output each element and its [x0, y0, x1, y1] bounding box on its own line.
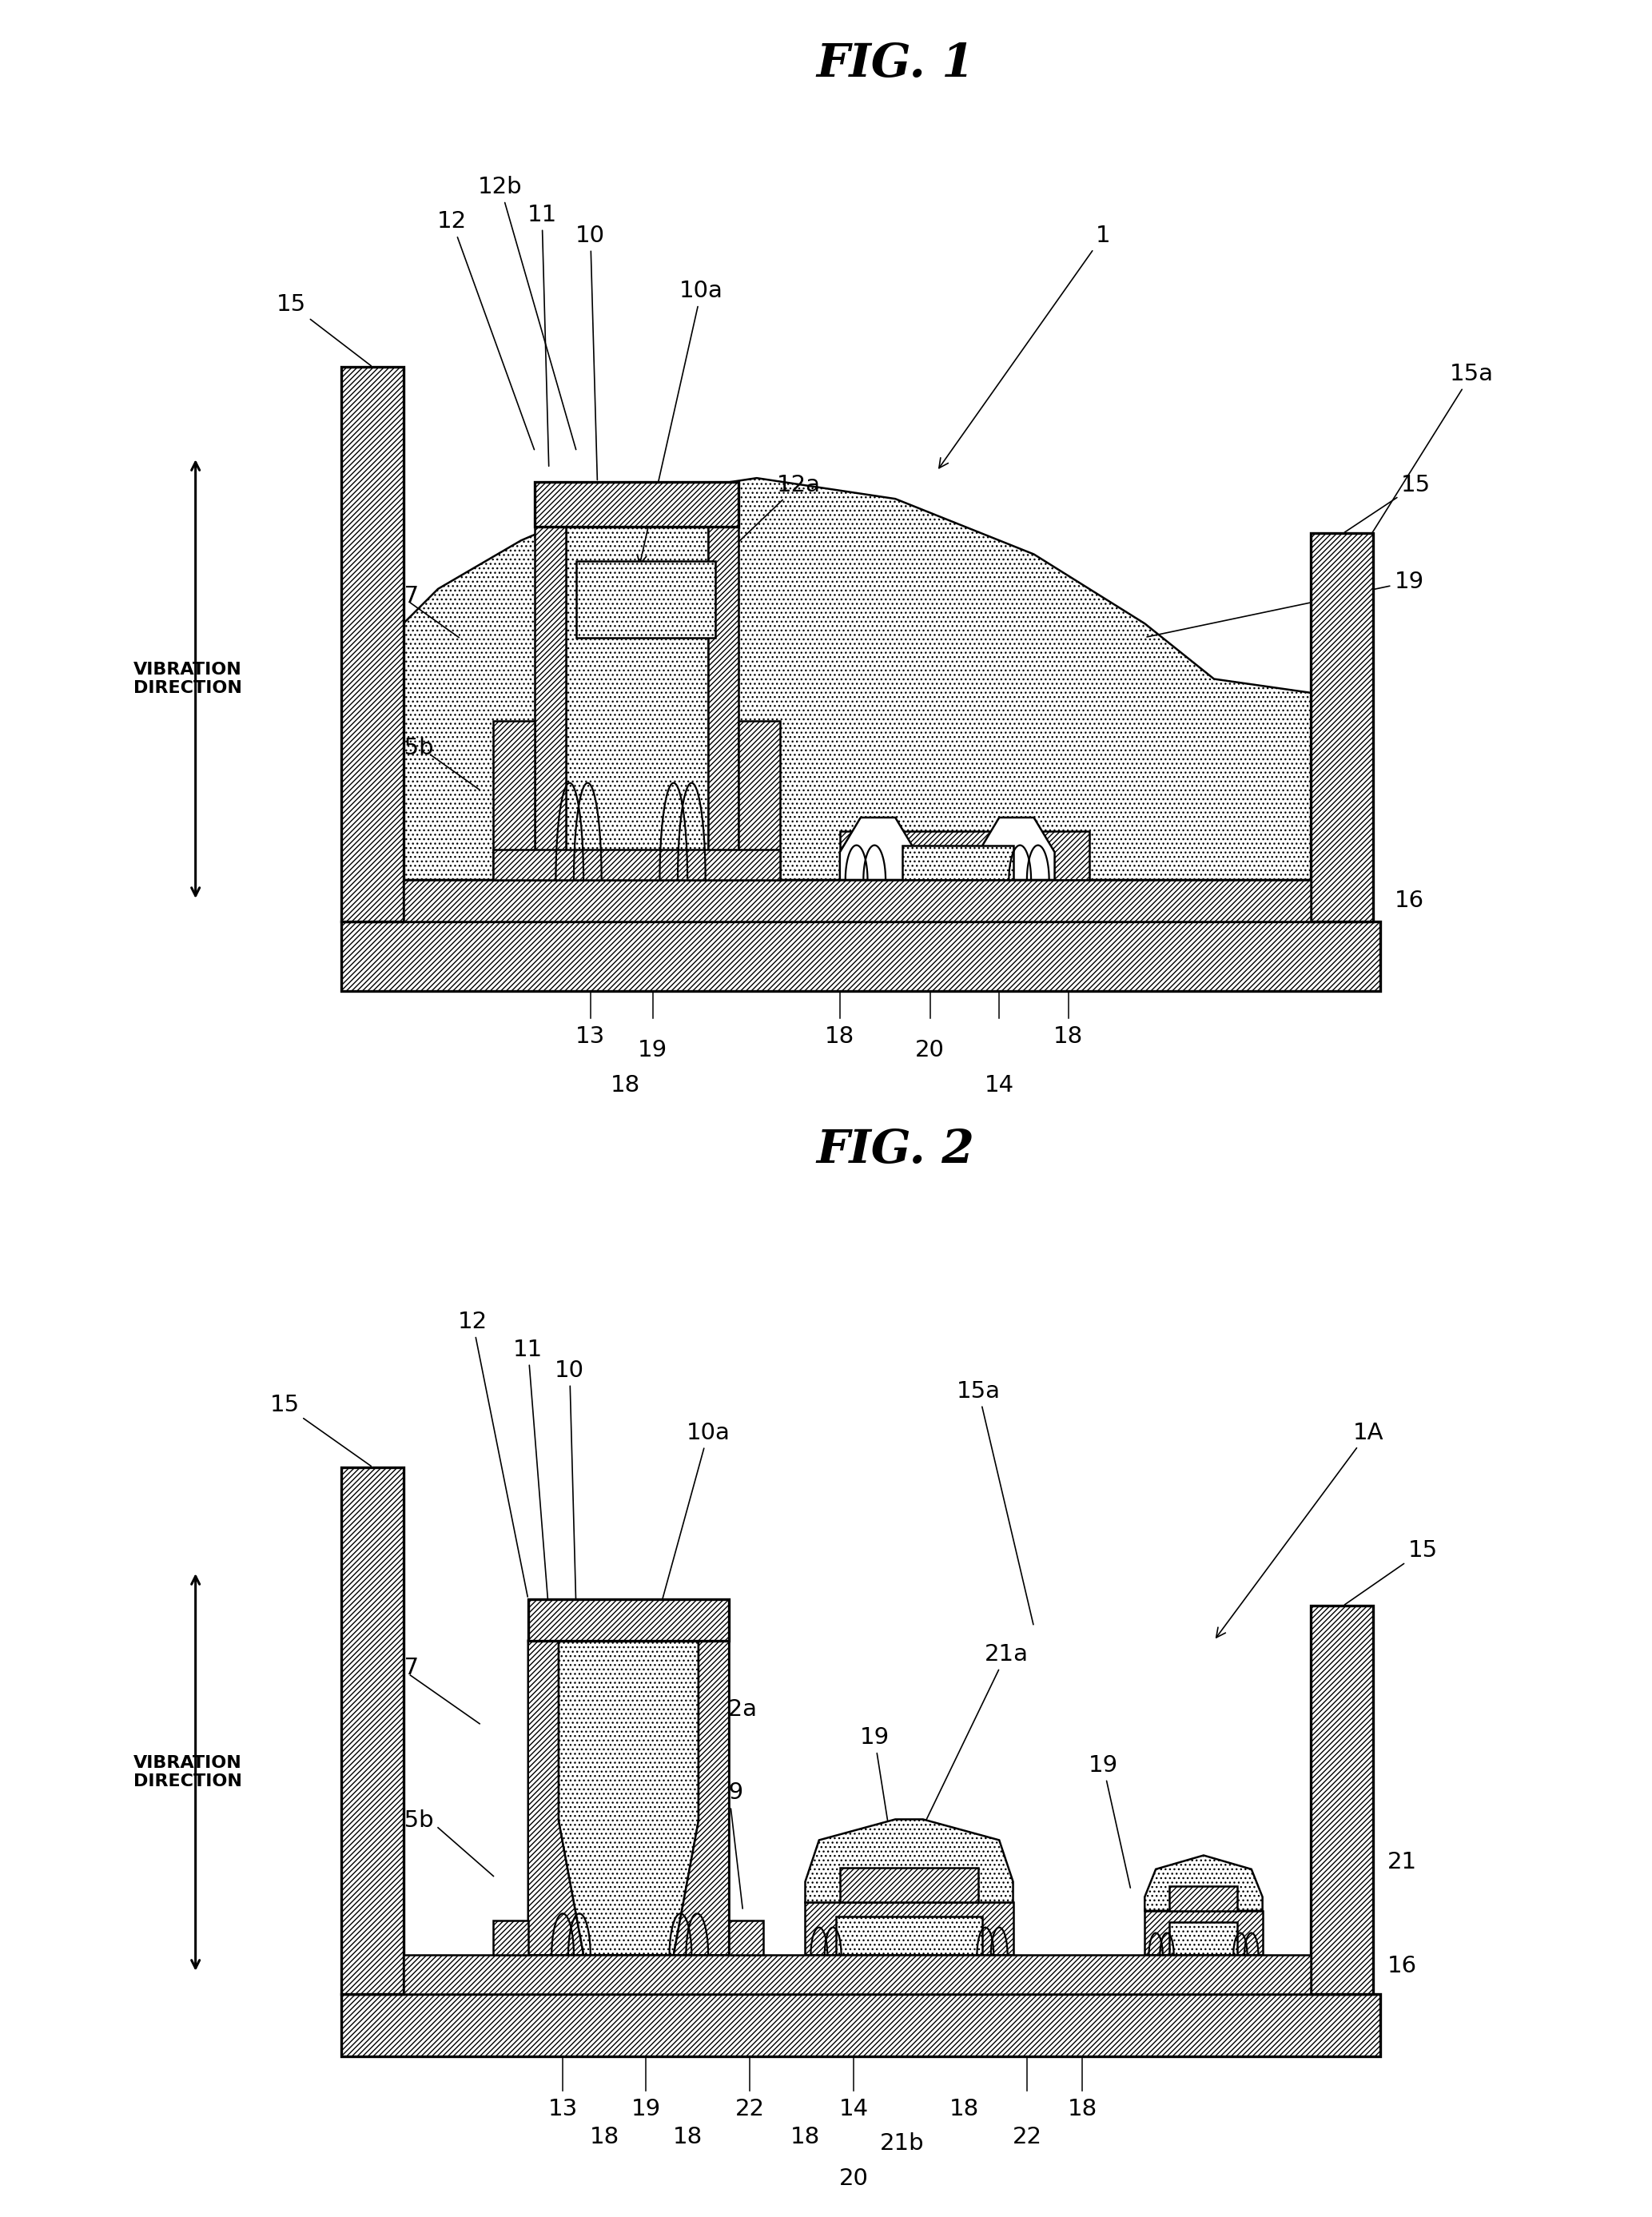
Text: 17: 17: [390, 1656, 420, 1680]
Bar: [494, 849, 780, 880]
Bar: [558, 1641, 699, 1955]
Text: 18: 18: [824, 1024, 854, 1049]
Text: 18: 18: [672, 2126, 702, 2148]
Text: 14: 14: [839, 2097, 869, 2119]
Text: 18: 18: [790, 2126, 819, 2148]
Text: 21a: 21a: [910, 1643, 1028, 1853]
Polygon shape: [674, 1641, 729, 1955]
Polygon shape: [403, 479, 1312, 880]
Bar: [529, 1641, 558, 1955]
Text: 19: 19: [714, 1782, 743, 1909]
Text: 19: 19: [1146, 570, 1424, 636]
Text: 18: 18: [1054, 1024, 1084, 1049]
Bar: [494, 1920, 529, 1955]
Text: 18: 18: [610, 1073, 639, 1095]
Bar: [902, 845, 1013, 880]
Text: 17: 17: [390, 585, 420, 607]
Text: 12: 12: [438, 211, 534, 450]
Polygon shape: [805, 1820, 1013, 1902]
Text: 19: 19: [1089, 1754, 1130, 1889]
Text: 19: 19: [631, 2097, 661, 2119]
Text: 12a: 12a: [606, 1698, 758, 1847]
Text: 14: 14: [985, 1073, 1014, 1095]
Bar: [1170, 1922, 1237, 1955]
Text: 15: 15: [276, 293, 372, 366]
Text: 15a: 15a: [957, 1379, 1034, 1625]
Text: 20: 20: [915, 1040, 945, 1062]
Text: 12b: 12b: [477, 175, 577, 450]
Polygon shape: [839, 1867, 978, 1902]
Bar: [403, 1955, 1312, 1993]
Text: 21: 21: [1388, 1851, 1417, 1873]
Text: 22: 22: [1013, 2126, 1042, 2148]
Bar: [535, 525, 565, 880]
Text: 10: 10: [555, 1359, 585, 1625]
Text: 15b: 15b: [390, 1809, 434, 1831]
Bar: [565, 525, 709, 880]
Text: 19: 19: [638, 1040, 667, 1062]
Bar: [729, 1920, 763, 1955]
Text: 20: 20: [839, 2168, 869, 2190]
Text: 18: 18: [950, 2097, 980, 2119]
Polygon shape: [558, 1641, 699, 1955]
Text: 11: 11: [527, 204, 557, 466]
Text: 22: 22: [735, 2097, 765, 2119]
Text: 19: 19: [859, 1727, 895, 1867]
Text: 16: 16: [1394, 889, 1424, 911]
Bar: [1312, 534, 1373, 922]
Text: 15a: 15a: [1343, 364, 1493, 581]
Text: 15: 15: [269, 1394, 372, 1465]
Text: FIG. 2: FIG. 2: [816, 1128, 975, 1173]
Bar: [340, 1468, 403, 1993]
Text: 12: 12: [458, 1310, 527, 1596]
Bar: [577, 561, 715, 638]
Polygon shape: [1170, 1887, 1237, 1911]
Text: 1A: 1A: [1216, 1421, 1383, 1638]
Text: 21b: 21b: [881, 2133, 925, 2155]
Text: FIG. 1: FIG. 1: [816, 42, 975, 86]
Bar: [340, 922, 1381, 991]
Text: 11: 11: [514, 1339, 548, 1612]
Polygon shape: [978, 818, 1054, 880]
Text: 12a: 12a: [654, 474, 821, 623]
Bar: [535, 483, 738, 525]
Text: 10a: 10a: [633, 1421, 730, 1707]
Bar: [1145, 1911, 1262, 1955]
Bar: [340, 1993, 1381, 2057]
Bar: [839, 831, 1089, 880]
Text: 13: 13: [575, 1024, 605, 1049]
Bar: [1312, 1605, 1373, 1993]
Polygon shape: [494, 721, 535, 880]
Bar: [709, 525, 738, 880]
Bar: [805, 1902, 1013, 1955]
Text: 15b: 15b: [390, 736, 434, 760]
Text: VIBRATION
DIRECTION: VIBRATION DIRECTION: [134, 1756, 241, 1789]
Text: 15: 15: [1345, 1539, 1437, 1605]
Polygon shape: [529, 1641, 583, 1955]
Polygon shape: [839, 818, 917, 880]
Bar: [836, 1915, 983, 1955]
Polygon shape: [738, 721, 780, 880]
Text: 15: 15: [1345, 474, 1431, 532]
Text: 13: 13: [548, 2097, 578, 2119]
Text: 18: 18: [1067, 2097, 1097, 2119]
Bar: [340, 368, 403, 922]
Text: 18: 18: [590, 2126, 620, 2148]
Text: 10: 10: [575, 224, 605, 479]
Text: 1: 1: [938, 224, 1110, 468]
Bar: [529, 1598, 729, 1641]
Text: 16: 16: [1388, 1955, 1417, 1978]
Text: VIBRATION
DIRECTION: VIBRATION DIRECTION: [134, 661, 241, 696]
Text: 10a: 10a: [638, 279, 724, 565]
Polygon shape: [1145, 1856, 1262, 1911]
Bar: [403, 880, 1312, 922]
Bar: [699, 1641, 729, 1955]
